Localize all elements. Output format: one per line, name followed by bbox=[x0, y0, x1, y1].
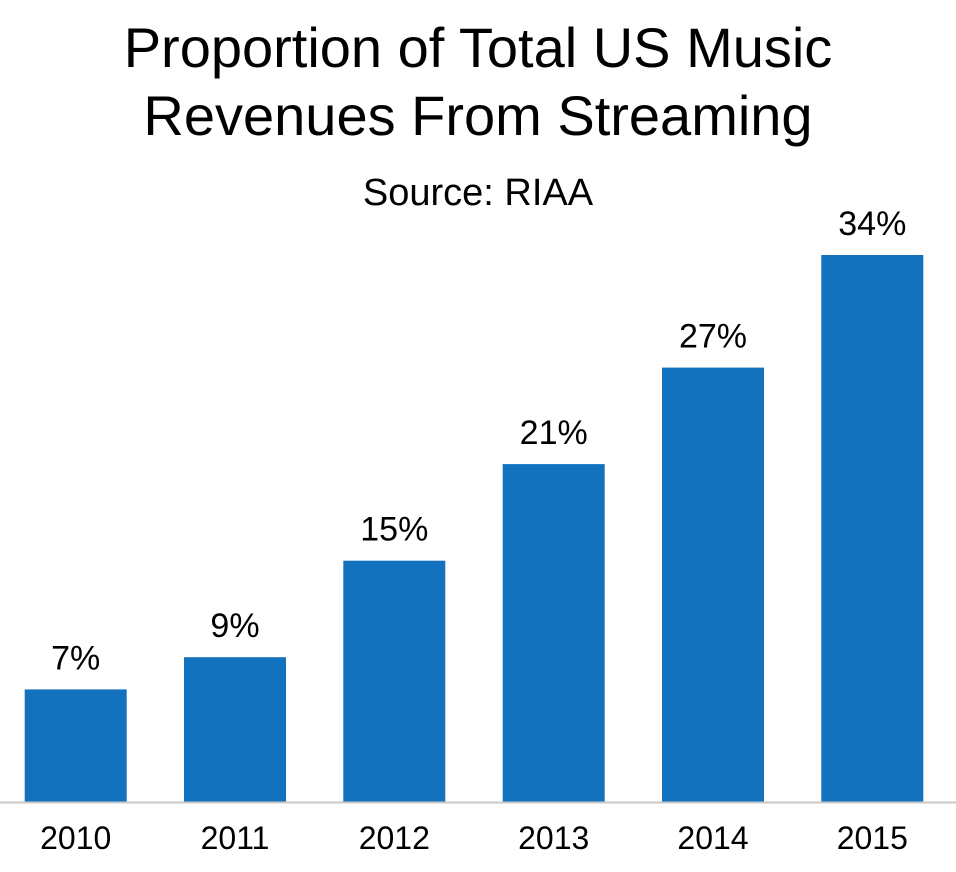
data-label-2013: 21% bbox=[520, 414, 588, 452]
data-label-2010: 7% bbox=[51, 639, 100, 677]
bar-2010 bbox=[24, 689, 127, 802]
x-tick-label-2012: 2012 bbox=[359, 820, 430, 856]
chart-title: Proportion of Total US Music Revenues Fr… bbox=[0, 14, 956, 150]
data-label-2011: 9% bbox=[210, 607, 259, 645]
data-label-2012: 15% bbox=[360, 511, 428, 549]
chart-title-line-1: Proportion of Total US Music bbox=[123, 16, 833, 79]
data-labels: 7% 9% 15% 21% 27% 34% bbox=[51, 205, 906, 677]
chart-subtitle: Source: RIAA bbox=[362, 172, 594, 214]
x-tick-label-2013: 2013 bbox=[518, 820, 589, 856]
x-tick-label-2014: 2014 bbox=[677, 820, 748, 856]
x-axis-tick-labels: 2010 2011 2012 2013 2014 2015 bbox=[40, 820, 908, 856]
bar-2015 bbox=[821, 255, 924, 802]
data-label-2015: 34% bbox=[838, 205, 906, 243]
x-tick-label-2015: 2015 bbox=[837, 820, 908, 856]
chart-title-line-2: Revenues From Streaming bbox=[143, 84, 813, 147]
bar-series bbox=[24, 255, 924, 802]
bar-2013 bbox=[502, 464, 605, 802]
data-label-2014: 27% bbox=[679, 318, 747, 356]
bar-2014 bbox=[662, 367, 764, 802]
x-tick-label-2010: 2010 bbox=[40, 820, 111, 856]
x-tick-label-2011: 2011 bbox=[201, 820, 270, 856]
bar-2012 bbox=[343, 560, 446, 802]
bar-2011 bbox=[184, 657, 286, 802]
